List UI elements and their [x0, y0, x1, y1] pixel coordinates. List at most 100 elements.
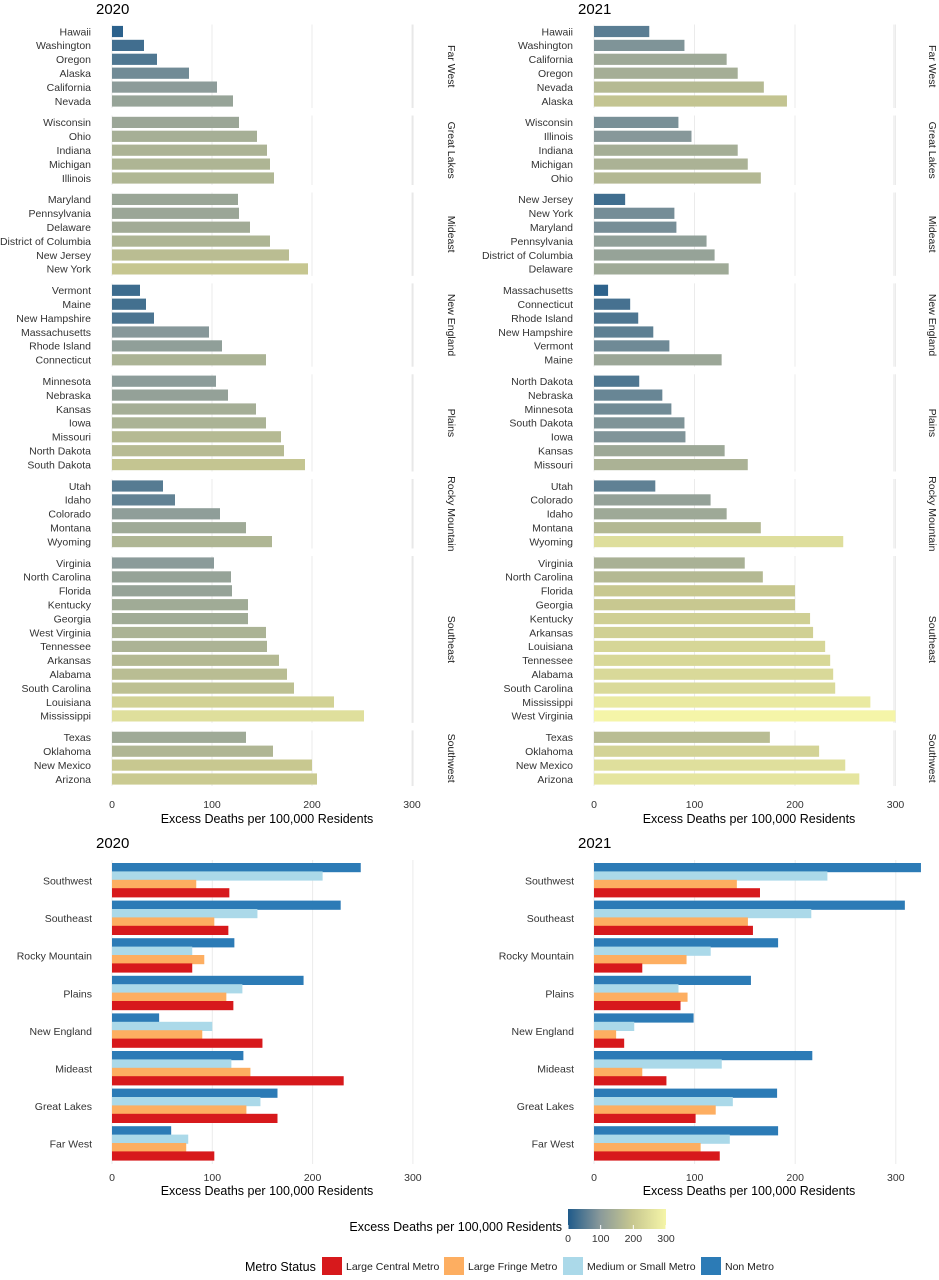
bar [112, 389, 228, 401]
bar [594, 158, 748, 170]
bar [594, 557, 745, 569]
facet-strip-label: Southeast [926, 616, 938, 663]
x-tick-label: 300 [403, 799, 421, 811]
state-label: Nebraska [528, 390, 573, 402]
colorbar-tick-label: 100 [592, 1233, 610, 1245]
bar [112, 759, 312, 771]
facet-great-lakes: Wisconsin Illinois Indiana Michigan Ohio Grea… [525, 115, 938, 185]
colorbar-tick-label: 300 [657, 1233, 675, 1245]
bar [594, 494, 711, 506]
state-label: New Jersey [518, 194, 574, 206]
bar [594, 1021, 635, 1031]
state-label: Georgia [536, 600, 574, 612]
x-tick-label: 0 [591, 799, 597, 811]
bar [112, 235, 270, 247]
bar [594, 984, 679, 994]
state-label: New Hampshire [498, 327, 573, 339]
facet-plains: North Dakota Nebraska Minnesota South Dakot… [509, 374, 938, 472]
state-label: North Carolina [23, 572, 91, 584]
bar [112, 626, 266, 639]
bar [594, 403, 672, 415]
x-tick-label: 0 [109, 799, 115, 811]
bar [594, 1126, 779, 1136]
state-label: South Dakota [509, 418, 573, 430]
bar [594, 480, 656, 492]
facet-new-england: Vermont Maine New Hampshire Massachusetts Rh… [16, 283, 457, 367]
bar [594, 536, 844, 548]
bar [594, 298, 631, 310]
bar [594, 682, 836, 694]
bar [112, 963, 193, 973]
x-axis-label: Excess Deaths per 100,000 Residents [161, 812, 374, 826]
bar [112, 640, 267, 652]
bar [594, 1088, 778, 1098]
facet-plains: Minnesota Nebraska Kansas Iowa Missouri North… [27, 374, 457, 472]
bar [112, 81, 217, 93]
state-label: New York [529, 208, 574, 220]
state-label: Montana [50, 523, 91, 535]
x-tick-label: 0 [591, 1172, 597, 1184]
x-tick-label: 200 [786, 1172, 804, 1184]
bar [112, 955, 205, 965]
bar [112, 900, 341, 910]
bar [594, 144, 738, 156]
state-label: Maine [62, 299, 91, 311]
state-label: South Carolina [504, 683, 574, 695]
category-label: Rocky Mountain [17, 951, 92, 963]
bar [594, 654, 831, 666]
bar [594, 326, 654, 338]
category-label: New England [512, 1026, 575, 1038]
x-axis-label: Excess Deaths per 100,000 Residents [643, 1184, 856, 1198]
legend-swatch [322, 1257, 342, 1275]
bar [594, 759, 846, 771]
state-label: Nevada [537, 82, 573, 94]
bar [594, 1038, 625, 1048]
x-axis-label: Excess Deaths per 100,000 Residents [161, 1184, 374, 1198]
bar [112, 773, 317, 785]
state-label: Alaska [541, 96, 573, 108]
facet-southeast: Virginia North Carolina Florida KentuckyGeo… [22, 556, 457, 723]
state-label: Indiana [539, 145, 574, 157]
bar [594, 116, 679, 128]
colorbar: Excess Deaths per 100,000 Residents 0 100… [349, 1209, 675, 1245]
legend-swatch [444, 1257, 464, 1275]
bar [112, 298, 146, 310]
bar [112, 975, 304, 985]
state-label: Virginia [56, 558, 91, 570]
bar [112, 946, 193, 956]
bar [594, 1097, 733, 1107]
bar [594, 249, 715, 261]
facet-strip-label: Mideast [926, 216, 938, 253]
state-label: Texas [64, 732, 91, 744]
state-label: Rhode Island [29, 341, 91, 353]
bar [112, 871, 323, 881]
bar [112, 654, 279, 666]
bar [112, 375, 216, 387]
facet-strip-label: Rocky Mountain [445, 476, 457, 551]
bar [594, 1113, 696, 1123]
x-tick-label: 200 [786, 799, 804, 811]
bar [594, 871, 828, 881]
state-label: Washington [36, 40, 91, 52]
state-label: Washington [518, 40, 573, 52]
bar [594, 640, 826, 652]
state-label: Oklahoma [43, 746, 91, 758]
bar [112, 710, 364, 722]
bar [112, 326, 209, 338]
bar [112, 1013, 160, 1023]
bar [112, 1113, 278, 1123]
state-label: Colorado [530, 495, 573, 507]
legend-label: Large Central Metro [346, 1261, 440, 1273]
state-label: Michigan [49, 159, 91, 171]
bar [594, 863, 921, 873]
state-label: Arkansas [47, 655, 91, 667]
state-label: Mississippi [40, 711, 91, 723]
bar [112, 909, 258, 919]
bar [594, 1105, 716, 1115]
facet-strip-label: New England [445, 294, 457, 357]
bar [594, 879, 737, 889]
bar [112, 992, 227, 1002]
metro-panel-2021-1: 2021 Southwest Southeast Rocky Mountain Plai… [499, 835, 921, 1198]
